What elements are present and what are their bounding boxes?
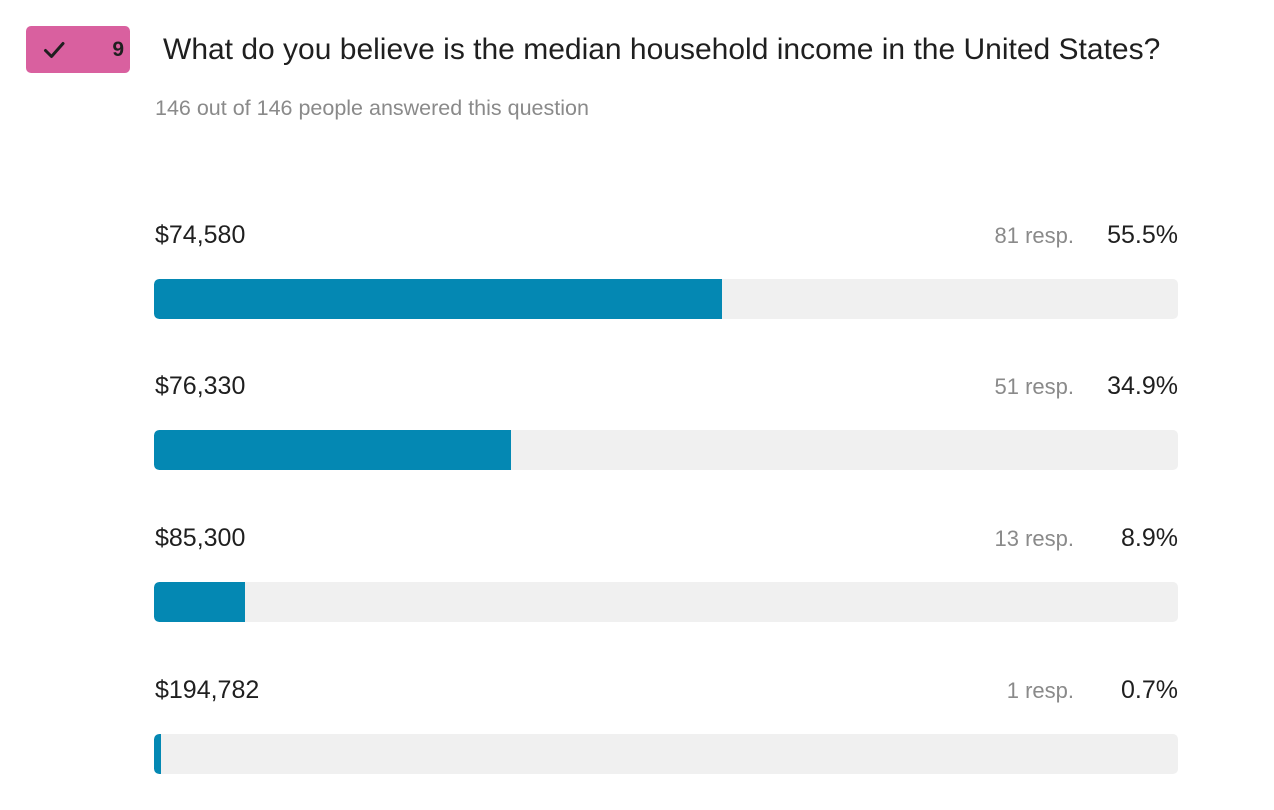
- progress-track: [154, 734, 1178, 774]
- option-label: $194,782: [155, 676, 260, 704]
- question-number: 9: [112, 37, 124, 61]
- progress-fill: [154, 582, 246, 622]
- progress-fill: [154, 430, 512, 470]
- progress-track: [154, 582, 1178, 622]
- question-title: What do you believe is the median househ…: [163, 33, 1161, 66]
- progress-track: [154, 430, 1178, 470]
- answer-option: $194,782 1 resp. 0.7%: [154, 674, 1178, 774]
- option-label: $74,580: [155, 221, 246, 249]
- option-responses: 1 resp.: [1006, 678, 1074, 703]
- answered-count: 146 out of 146 people answered this ques…: [155, 96, 589, 120]
- option-percent: 0.7%: [1121, 676, 1178, 704]
- option-label: $76,330: [155, 372, 246, 400]
- option-percent: 55.5%: [1107, 221, 1178, 249]
- answer-option: $74,580 81 resp. 55.5%: [154, 219, 1178, 319]
- option-responses: 81 resp.: [994, 223, 1075, 248]
- option-percent: 8.9%: [1121, 524, 1178, 552]
- option-responses: 51 resp.: [994, 374, 1075, 399]
- progress-fill: [154, 279, 723, 319]
- progress-fill: [154, 734, 162, 774]
- answer-option: $76,330 51 resp. 34.9%: [154, 370, 1178, 470]
- option-responses: 13 resp.: [994, 526, 1075, 551]
- progress-track: [154, 279, 1178, 319]
- question-badge: 9: [26, 26, 130, 73]
- answer-option: $85,300 13 resp. 8.9%: [154, 522, 1178, 622]
- option-percent: 34.9%: [1107, 372, 1178, 400]
- check-icon: [44, 41, 65, 58]
- option-label: $85,300: [155, 524, 246, 552]
